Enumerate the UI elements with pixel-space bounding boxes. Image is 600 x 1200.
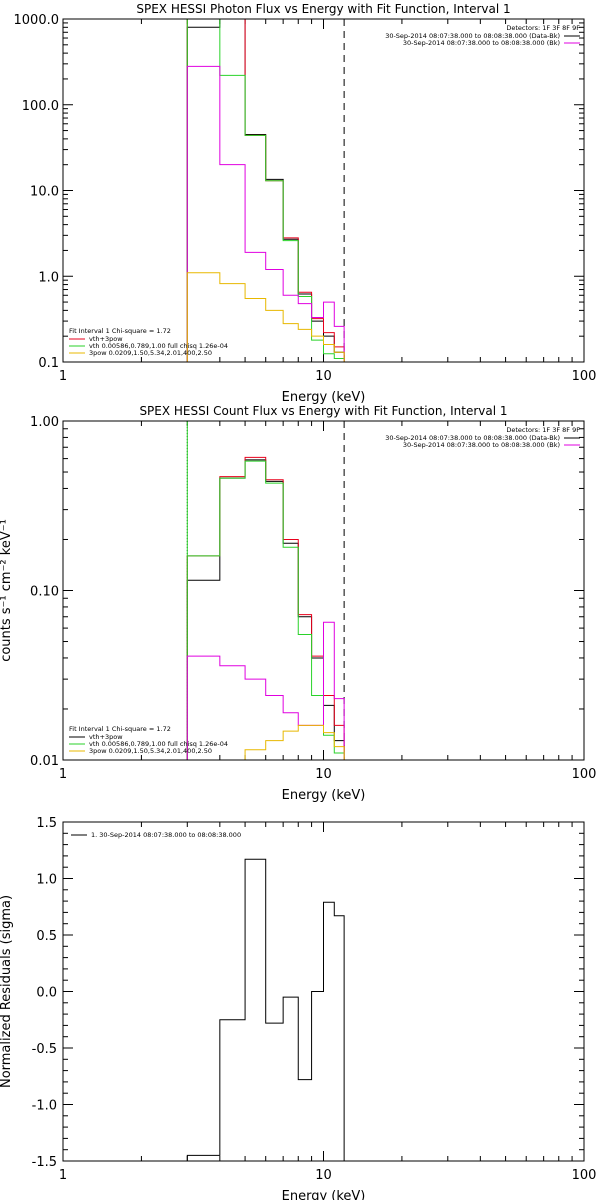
series-step-line-4 xyxy=(186,621,345,760)
y-axis-label: Normalized Residuals (sigma) xyxy=(0,895,14,1088)
plot-frame xyxy=(62,420,585,761)
legend-entry: 3pow 0.0209,1.50,5.34,2.01,400,2.50 xyxy=(89,349,212,357)
y-tick-label: -0.5 xyxy=(32,1042,57,1057)
x-tick-label: 10 xyxy=(315,1168,332,1183)
legend-entry: 30-Sep-2014 08:07:38.000 to 08:08:38.000… xyxy=(403,39,560,47)
legend-entry: 30-Sep-2014 08:07:38.000 to 08:08:38.000… xyxy=(403,441,560,449)
legend-entry: vth 0.00586,0.789,1.00 full chisq 1.26e-… xyxy=(89,740,228,748)
x-tick-label: 100 xyxy=(572,1168,597,1183)
x-tick-label: 1 xyxy=(59,369,67,384)
y-tick-label: 0.1 xyxy=(38,356,59,371)
y-tick-label: 1000.0 xyxy=(14,13,60,28)
legend-bottom-left: Fit Interval 1 Chi-square = 1.72vth+3pow… xyxy=(69,725,228,755)
y-axis-label: counts s⁻¹ cm⁻² keV⁻¹ xyxy=(0,519,14,662)
y-tick-label: 10.0 xyxy=(30,185,59,200)
plot-frame xyxy=(62,821,585,1162)
series-group xyxy=(186,456,354,760)
x-tick-label: 10 xyxy=(315,767,332,782)
series-group xyxy=(186,19,354,362)
series-step-line-5 xyxy=(187,724,354,760)
legend-entry: 1. 30-Sep-2014 08:07:38.000 to 08:08:38.… xyxy=(91,831,241,839)
series-step-line-1 xyxy=(186,19,345,362)
series-step-line-1 xyxy=(186,858,345,1161)
legend-header: Fit Interval 1 Chi-square = 1.72 xyxy=(69,327,171,335)
x-tick-label: 10 xyxy=(315,369,332,384)
legend-header: Detectors: 1F 3F 8F 9F xyxy=(506,24,580,32)
chart-panel-3: 1 10 100 Energy (keV) -1.5 -1.0 -0.5 0.0 0.5 1.0 1… xyxy=(0,816,596,1200)
series-step-line-3 xyxy=(186,460,354,760)
y-tick-label: 0.5 xyxy=(36,929,57,944)
x-axis-label: Energy (keV) xyxy=(282,788,366,803)
y-tick-label: 0.0 xyxy=(36,986,57,1001)
legend-header: Fit Interval 1 Chi-square = 1.72 xyxy=(69,725,171,733)
y-tick-label: 1.0 xyxy=(38,270,59,285)
y-tick-label: 100.0 xyxy=(22,99,59,114)
series-step-line-3 xyxy=(186,19,354,362)
legend-entry: 30-Sep-2014 08:07:38.000 to 08:08:38.000… xyxy=(385,32,560,40)
series-step-line-2 xyxy=(186,19,345,362)
y-tick-label: 1.0 xyxy=(36,873,57,888)
legend-bottom-left: Fit Interval 1 Chi-square = 1.72vth+3pow… xyxy=(69,327,228,357)
y-tick-label: 0.01 xyxy=(30,754,59,769)
chart-title: SPEX HESSI Photon Flux vs Energy with Fi… xyxy=(136,2,510,16)
plot-frame xyxy=(62,18,585,363)
chart-panel-2: SPEX HESSI Count Flux vs Energy with Fit… xyxy=(0,404,596,803)
series-group xyxy=(186,858,345,1161)
x-tick-label: 1 xyxy=(59,767,67,782)
series-step-line-1 xyxy=(186,459,345,760)
legend-entry: 30-Sep-2014 08:07:38.000 to 08:08:38.000… xyxy=(385,434,560,442)
x-axis-label: Energy (keV) xyxy=(282,390,366,405)
y-tick-label: -1.0 xyxy=(32,1099,57,1114)
y-tick-label: 1.5 xyxy=(36,816,57,831)
series-step-line-4 xyxy=(186,65,345,362)
legend-entry: vth+3pow xyxy=(89,733,123,741)
chart-panel-1: SPEX HESSI Photon Flux vs Energy with Fi… xyxy=(14,2,597,405)
y-tick-label: -1.5 xyxy=(32,1155,57,1170)
chart-title: SPEX HESSI Count Flux vs Energy with Fit… xyxy=(139,404,507,418)
x-axis-ticks xyxy=(62,822,585,1161)
legend-entry: vth 0.00586,0.789,1.00 full chisq 1.26e-… xyxy=(89,342,228,350)
legend-top-left: 1. 30-Sep-2014 08:07:38.000 to 08:08:38.… xyxy=(71,831,241,839)
legend-header: Detectors: 1F 3F 8F 9F xyxy=(506,426,580,434)
x-tick-label: 1 xyxy=(59,1168,67,1183)
legend-entry: 3pow 0.0209,1.50,5.34,2.01,400,2.50 xyxy=(89,747,212,755)
series-step-line-5 xyxy=(186,272,354,362)
series-step-line-2 xyxy=(186,456,345,760)
x-tick-label: 100 xyxy=(572,767,597,782)
y-tick-label: 1.00 xyxy=(30,415,59,430)
x-tick-label: 100 xyxy=(572,369,597,384)
legend-entry: vth+3pow xyxy=(89,335,123,343)
x-axis-label: Energy (keV) xyxy=(282,1189,366,1200)
y-tick-label: 0.10 xyxy=(30,585,59,600)
